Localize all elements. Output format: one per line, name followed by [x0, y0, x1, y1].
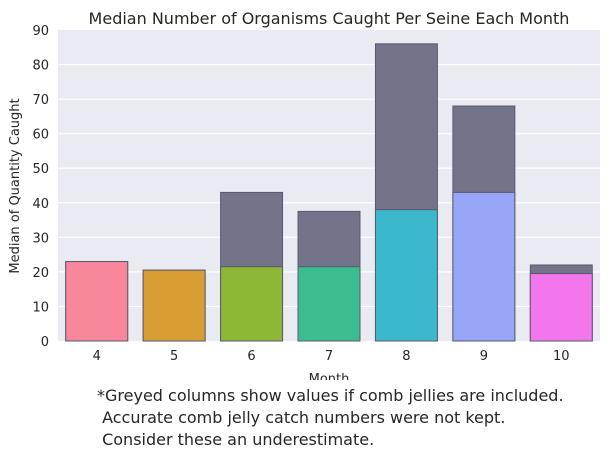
x-tick-label: 6: [247, 349, 255, 364]
footnote: *Greyed columns show values if comb jell…: [97, 385, 564, 451]
y-tick-labels: 0 10 20 30 40 50 60 70 80 90: [32, 24, 49, 350]
y-tick-label: 20: [32, 266, 49, 281]
footnote-line: *Greyed columns show values if comb jell…: [97, 386, 564, 405]
x-tick-label: 4: [93, 349, 101, 364]
y-tick-label: 30: [32, 231, 49, 246]
y-tick-label: 0: [41, 335, 49, 350]
bar-without-comb-jellies: [374, 209, 438, 342]
bar-without-comb-jellies: [297, 266, 361, 342]
x-tick-label: 8: [402, 349, 410, 364]
x-tick-label: 7: [325, 349, 333, 364]
x-tick-label: 10: [553, 349, 570, 364]
x-tick-label: 5: [170, 349, 178, 364]
y-axis-label: Median of Quantity Caught: [8, 98, 23, 273]
bar-without-comb-jellies: [65, 261, 129, 342]
x-tick-labels: 4 5 6 7 8 9 10: [93, 349, 570, 364]
chart-title: Median Number of Organisms Caught Per Se…: [89, 9, 570, 28]
bar-chart: 0 10 20 30 40 50 60 70 80 90 4 5 6 7 8 9 10 Median Numb…: [8, 9, 600, 380]
bar-without-comb-jellies: [220, 266, 284, 342]
y-tick-label: 60: [32, 128, 49, 143]
footnote-line: Accurate comb jelly catch numbers were n…: [97, 408, 506, 427]
y-tick-label: 70: [32, 93, 49, 108]
bar-without-comb-jellies: [142, 269, 206, 342]
bars: [65, 43, 593, 342]
y-tick-label: 10: [32, 300, 49, 315]
bar-without-comb-jellies: [452, 191, 516, 342]
footnote-line: Consider these an underestimate.: [97, 430, 375, 449]
x-axis-label: Month: [309, 372, 350, 380]
y-tick-label: 90: [32, 24, 49, 39]
y-tick-label: 80: [32, 59, 49, 74]
bar-without-comb-jellies: [529, 273, 593, 342]
y-tick-label: 50: [32, 162, 49, 177]
y-tick-label: 40: [32, 197, 49, 212]
x-tick-label: 9: [480, 349, 488, 364]
